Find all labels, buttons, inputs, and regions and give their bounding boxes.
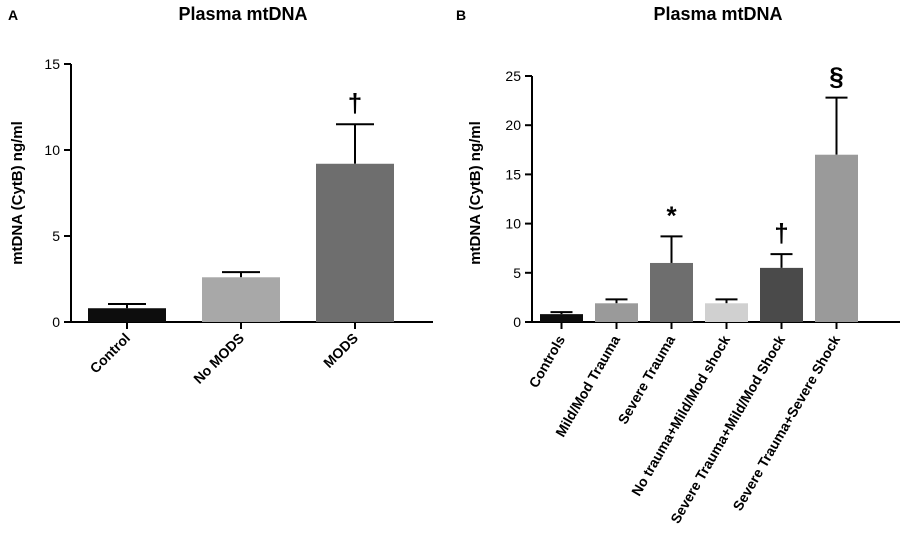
panel-a-bars: † bbox=[88, 88, 394, 322]
panel-b-bar bbox=[705, 303, 748, 322]
panel-a: A Plasma mtDNA mtDNA (CytB) ng/ml 0 5 10 15… bbox=[8, 4, 433, 387]
panel-a-label: A bbox=[8, 7, 18, 23]
panel-a-bar bbox=[88, 308, 166, 322]
panel-b-bar bbox=[595, 303, 638, 322]
panel-b-category-label: Severe Trauma+Severe Shock bbox=[729, 332, 843, 513]
panel-a-y-tick-label: 5 bbox=[52, 228, 60, 244]
panel-b-y-axis-label: mtDNA (CytB) ng/ml bbox=[467, 121, 484, 265]
panel-a-y-tick-label: 15 bbox=[44, 56, 60, 72]
panel-b-y-tick-label: 15 bbox=[505, 166, 521, 182]
panel-a-category-labels: Control No MODS MODS bbox=[87, 322, 361, 387]
panel-a-bar bbox=[202, 277, 280, 322]
panel-b-y-tick-label: 25 bbox=[505, 68, 521, 84]
panel-a-title: Plasma mtDNA bbox=[178, 4, 307, 24]
panel-b-y-ticks: 0 5 10 15 20 25 bbox=[505, 68, 532, 330]
panel-b-significance-marker: † bbox=[774, 218, 788, 248]
panel-a-category-label: Control bbox=[87, 330, 134, 377]
panel-a-y-axis-label: mtDNA (CytB) ng/ml bbox=[9, 121, 26, 265]
panel-b-title: Plasma mtDNA bbox=[653, 4, 782, 24]
panel-b-category-label: Severe Trauma+Mild/Mod Shock bbox=[667, 332, 788, 526]
panel-b-bar bbox=[815, 154, 858, 322]
panel-b-y-tick-label: 10 bbox=[505, 216, 521, 232]
panel-b-category-label: Controls bbox=[525, 332, 568, 390]
panel-b-y-tick-label: 5 bbox=[513, 265, 521, 281]
panel-b: B Plasma mtDNA mtDNA (CytB) ng/ml 0 5 10 15… bbox=[456, 4, 900, 526]
panel-a-bar bbox=[316, 163, 394, 322]
panel-a-significance-marker: † bbox=[348, 88, 362, 118]
panel-a-category-label: No MODS bbox=[190, 330, 247, 387]
panel-b-bar bbox=[760, 267, 803, 322]
panel-a-category-label: MODS bbox=[320, 330, 361, 371]
panel-b-bar bbox=[540, 314, 583, 322]
panel-b-label: B bbox=[456, 7, 466, 23]
panel-b-category-label: No trauma+Mild/Mod shock bbox=[628, 332, 733, 498]
panel-b-significance-marker: * bbox=[666, 200, 677, 230]
panel-b-category-label: Severe Trauma bbox=[614, 332, 678, 426]
panel-b-y-tick-label: 20 bbox=[505, 117, 521, 133]
panel-b-bars: * † § bbox=[540, 62, 858, 322]
panel-b-bar bbox=[650, 262, 693, 322]
panel-b-significance-marker: § bbox=[829, 62, 843, 92]
panel-a-y-ticks: 0 5 10 15 bbox=[44, 56, 71, 330]
panel-b-y-tick-label: 0 bbox=[513, 314, 521, 330]
panel-a-y-tick-label: 0 bbox=[52, 314, 60, 330]
panel-a-y-tick-label: 10 bbox=[44, 142, 60, 158]
